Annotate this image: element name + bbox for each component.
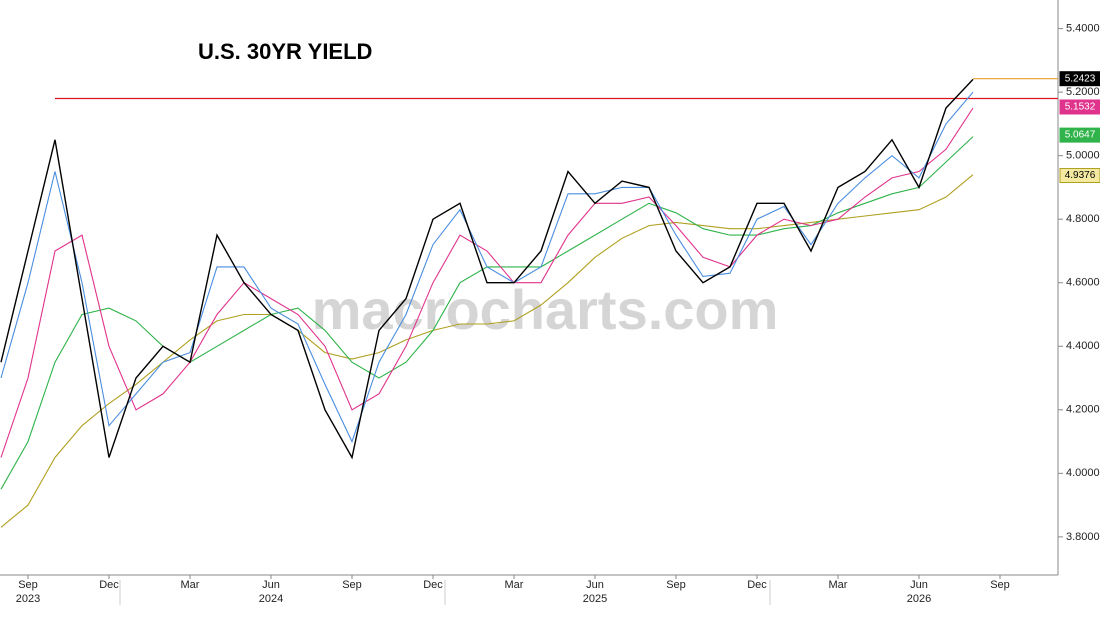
x-tick-label: Mar [181,579,200,591]
y-tick-label: 5.2000 [1066,86,1100,98]
year-label: 2024 [259,593,283,605]
year-label: 2025 [583,593,607,605]
x-tick-label: Sep [666,579,686,591]
y-tick-label: 4.6000 [1066,277,1100,289]
x-tick-label: Sep [990,579,1010,591]
y-tick-label: 4.4000 [1066,340,1100,352]
series-line [0,78,974,460]
y-tick-label: 5.0000 [1066,150,1100,162]
x-tick-label: Sep [342,579,362,591]
x-tick-label: Jun [262,579,280,591]
y-tick-label: 4.2000 [1066,404,1100,416]
x-tick-label: Sep [18,579,38,591]
year-label: 2026 [907,593,931,605]
series-line [0,91,974,444]
watermark: macrocharts.com [312,278,779,341]
x-tick-label: Dec [99,579,119,591]
year-label: 2023 [16,593,40,605]
x-tick-label: Mar [505,579,524,591]
x-tick-label: Mar [829,579,848,591]
y-tick-label: 5.4000 [1066,22,1100,34]
price-tag-label: 5.2423 [1065,73,1096,84]
x-tick-label: Jun [586,579,604,591]
chart-title: U.S. 30YR YIELD [198,39,372,64]
y-tick-label: 3.8000 [1066,531,1100,543]
price-tag [1059,127,1100,143]
series-line [0,174,974,528]
price-tag-label: 5.0647 [1065,130,1096,141]
y-tick-label: 4.8000 [1066,213,1100,225]
x-tick-label: Dec [423,579,443,591]
price-tag-label: 4.9376 [1065,170,1096,181]
price-tag [1059,99,1100,115]
price-tag [1059,167,1100,183]
price-tag [1059,71,1100,87]
price-tag-label: 5.1532 [1065,102,1096,113]
y-tick-label: 4.0000 [1066,467,1100,479]
x-tick-label: Jun [910,579,928,591]
series-line [0,107,974,458]
x-tick-label: Dec [747,579,767,591]
